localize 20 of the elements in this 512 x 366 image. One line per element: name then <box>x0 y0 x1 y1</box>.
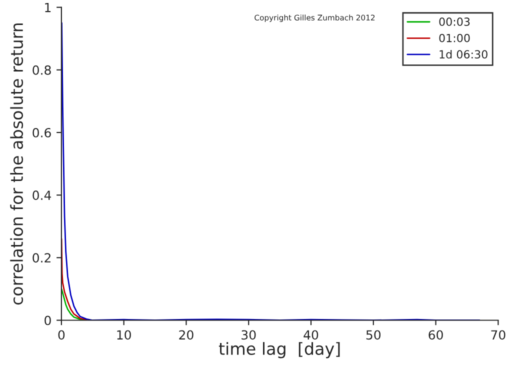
y-tick-label: 0.6 <box>32 128 51 138</box>
y-tick-label: 0.4 <box>32 190 52 200</box>
y-tick-label: 1 <box>45 2 51 12</box>
x-tick-label: 0 <box>58 330 65 340</box>
x-tick-label: 50 <box>366 330 381 340</box>
y-tick-label: 0.2 <box>32 253 50 263</box>
y-axis-title: correlation for the absolute return <box>10 23 24 305</box>
y-tick-label: 0.8 <box>32 65 51 75</box>
legend-label: 1d 06:30 <box>440 50 488 59</box>
x-axis-title: time lag [day] <box>218 342 340 358</box>
x-tick-label: 60 <box>428 330 443 340</box>
y-tick-label: 0 <box>44 316 51 326</box>
x-tick-label: 30 <box>242 330 256 340</box>
x-tick-label: 20 <box>179 330 194 340</box>
x-tick-label: 70 <box>491 330 506 340</box>
line-series <box>61 238 88 320</box>
legend-label: 00:03 <box>439 18 470 26</box>
x-tick-label: 40 <box>304 330 318 340</box>
x-tick-label: 10 <box>117 330 131 340</box>
legend-label: 01:00 <box>439 34 470 42</box>
